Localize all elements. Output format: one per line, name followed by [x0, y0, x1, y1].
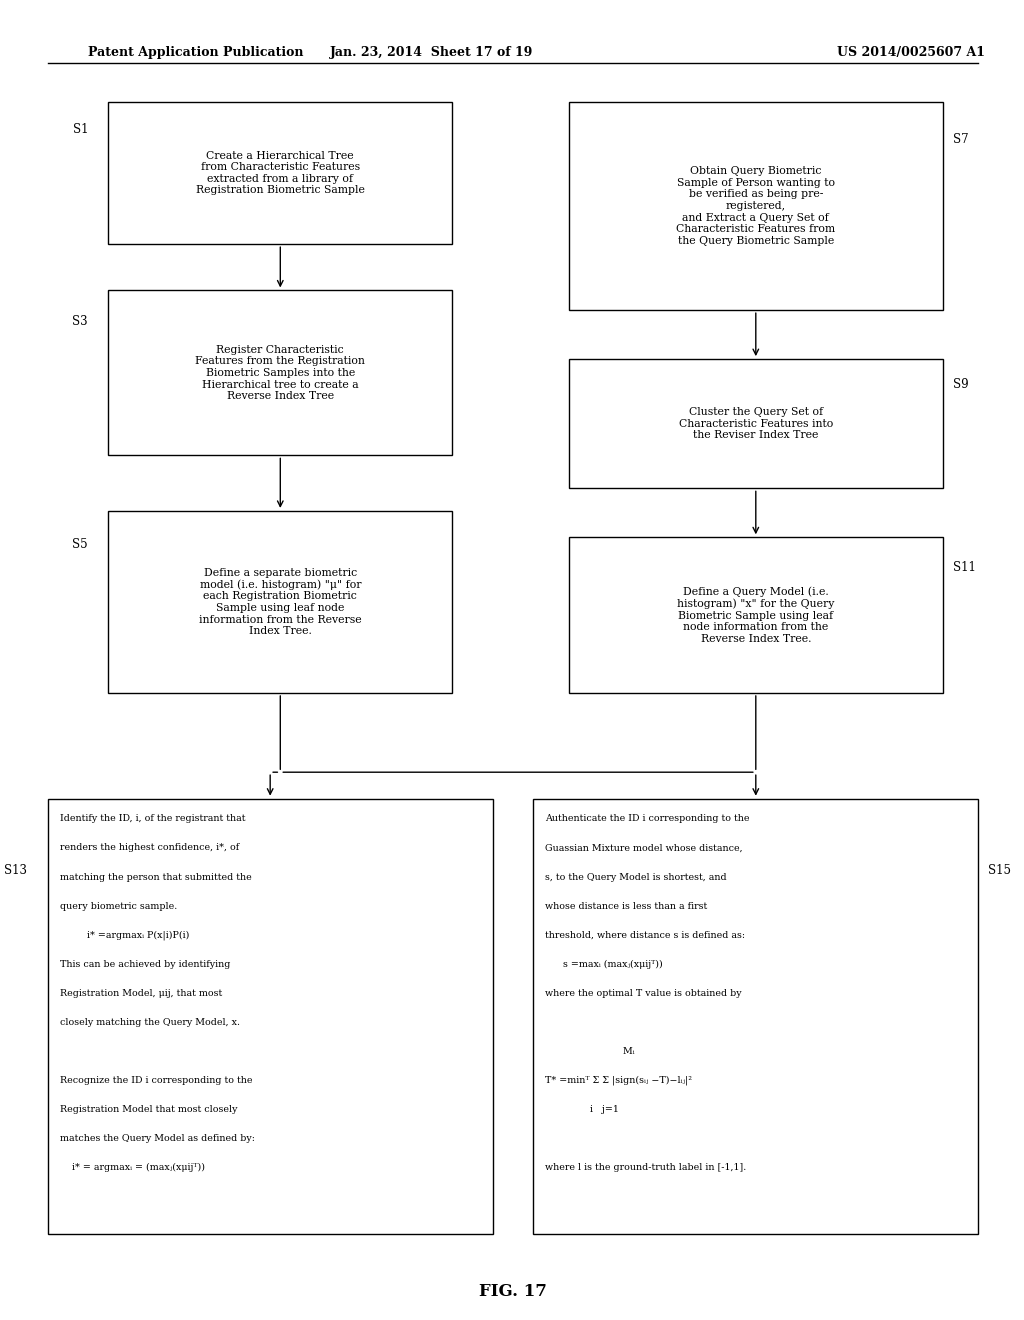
Text: S15: S15: [988, 863, 1012, 876]
Text: Recognize the ID i corresponding to the: Recognize the ID i corresponding to the: [59, 1076, 252, 1085]
FancyBboxPatch shape: [47, 799, 493, 1234]
Text: matches the Query Model as defined by:: matches the Query Model as defined by:: [59, 1134, 255, 1143]
Text: Registration Model, μij, that most: Registration Model, μij, that most: [59, 989, 222, 998]
Text: This can be achieved by identifying: This can be achieved by identifying: [59, 960, 230, 969]
Text: S11: S11: [953, 561, 976, 574]
Text: Create a Hierarchical Tree
from Characteristic Features
extracted from a library: Create a Hierarchical Tree from Characte…: [196, 150, 365, 195]
Text: Define a separate biometric
model (i.e. histogram) "μ" for
each Registration Bio: Define a separate biometric model (i.e. …: [199, 568, 361, 636]
Text: Cluster the Query Set of
Characteristic Features into
the Reviser Index Tree: Cluster the Query Set of Characteristic …: [679, 407, 833, 441]
Text: Registration Model that most closely: Registration Model that most closely: [59, 1105, 238, 1114]
Text: threshold, where distance s is defined as:: threshold, where distance s is defined a…: [546, 931, 745, 940]
FancyBboxPatch shape: [568, 537, 943, 693]
Text: Patent Application Publication: Patent Application Publication: [88, 46, 303, 59]
FancyBboxPatch shape: [109, 290, 453, 455]
Text: S7: S7: [953, 133, 969, 147]
Text: s, to the Query Model is shortest, and: s, to the Query Model is shortest, and: [546, 873, 727, 882]
Text: renders the highest confidence, i*, of: renders the highest confidence, i*, of: [59, 843, 239, 853]
Text: Jan. 23, 2014  Sheet 17 of 19: Jan. 23, 2014 Sheet 17 of 19: [331, 46, 534, 59]
Text: US 2014/0025607 A1: US 2014/0025607 A1: [837, 46, 985, 59]
Text: Guassian Mixture model whose distance,: Guassian Mixture model whose distance,: [546, 843, 743, 853]
Text: query biometric sample.: query biometric sample.: [59, 902, 177, 911]
FancyBboxPatch shape: [109, 102, 453, 244]
Text: s =maxᵢ (maxⱼ(xμijᵀ)): s =maxᵢ (maxⱼ(xμijᵀ)): [546, 960, 664, 969]
Text: S3: S3: [73, 315, 88, 329]
Text: Authenticate the ID i corresponding to the: Authenticate the ID i corresponding to t…: [546, 814, 750, 824]
FancyBboxPatch shape: [534, 799, 978, 1234]
Text: T* =minᵀ Σ Σ |sign(sᵢⱼ −T)−lᵢⱼ|²: T* =minᵀ Σ Σ |sign(sᵢⱼ −T)−lᵢⱼ|²: [546, 1076, 692, 1085]
Text: S9: S9: [953, 379, 969, 392]
Text: i* = argmaxᵢ = (maxⱼ(xμijᵀ)): i* = argmaxᵢ = (maxⱼ(xμijᵀ)): [59, 1163, 205, 1172]
FancyBboxPatch shape: [568, 359, 943, 488]
Text: Register Characteristic
Features from the Registration
Biometric Samples into th: Register Characteristic Features from th…: [196, 345, 366, 401]
Text: matching the person that submitted the: matching the person that submitted the: [59, 873, 252, 882]
Text: Obtain Query Biometric
Sample of Person wanting to
be verified as being pre-
reg: Obtain Query Biometric Sample of Person …: [676, 166, 836, 246]
Text: where l is the ground-truth label in [-1,1].: where l is the ground-truth label in [-1…: [546, 1163, 746, 1172]
Text: i   j=1: i j=1: [546, 1105, 620, 1114]
Text: FIG. 17: FIG. 17: [479, 1283, 547, 1300]
Text: closely matching the Query Model, x.: closely matching the Query Model, x.: [59, 1018, 240, 1027]
Text: Define a Query Model (i.e.
histogram) "x" for the Query
Biometric Sample using l: Define a Query Model (i.e. histogram) "x…: [677, 586, 835, 644]
Text: S5: S5: [73, 539, 88, 552]
Text: Identify the ID, i, of the registrant that: Identify the ID, i, of the registrant th…: [59, 814, 245, 824]
FancyBboxPatch shape: [568, 102, 943, 310]
Text: Mᵢ: Mᵢ: [546, 1047, 635, 1056]
Text: whose distance is less than a first: whose distance is less than a first: [546, 902, 708, 911]
Text: S13: S13: [4, 863, 28, 876]
Text: i* =argmaxᵢ P(x|i)P(i): i* =argmaxᵢ P(x|i)P(i): [59, 931, 189, 940]
Text: S1: S1: [73, 123, 88, 136]
Text: where the optimal T value is obtained by: where the optimal T value is obtained by: [546, 989, 742, 998]
FancyBboxPatch shape: [109, 511, 453, 693]
